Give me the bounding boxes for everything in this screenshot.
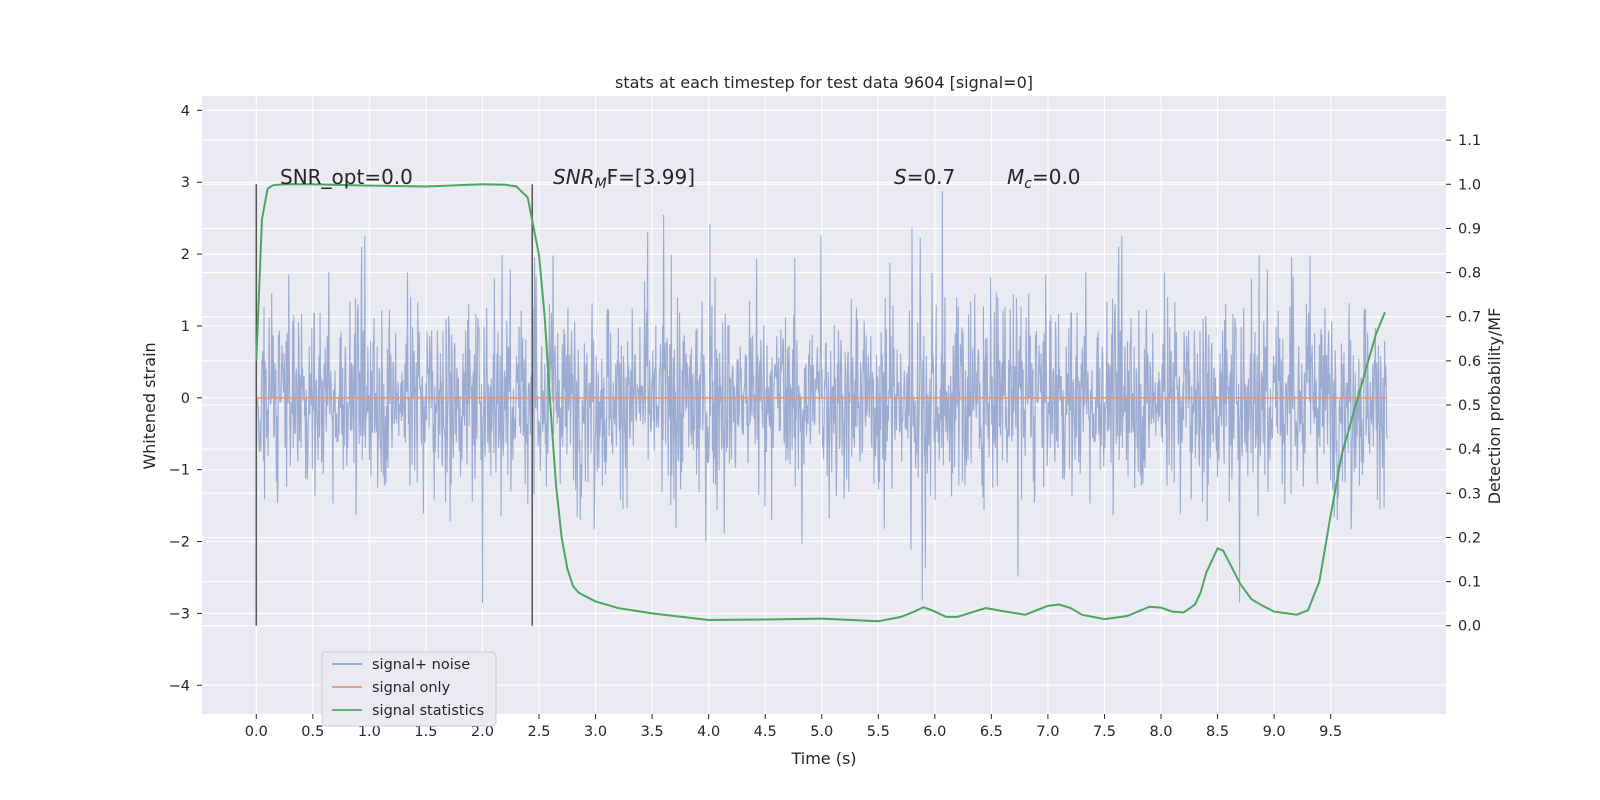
y-tick-label: 1 <box>181 319 190 335</box>
y2-tick-label: 0.9 <box>1458 221 1481 237</box>
x-tick-label: 8.5 <box>1206 724 1229 740</box>
annotation-snr-opt: SNR_opt=0.0 <box>280 165 413 189</box>
chart-title: stats at each timestep for test data 960… <box>615 73 1033 92</box>
x-tick-label: 7.5 <box>1093 724 1116 740</box>
x-axis-ticks: 0.0 0.5 1.0 1.5 2.0 2.5 3.0 3.5 4.0 4.5 5.0 5.5 6.0 6… <box>245 714 1342 740</box>
y2-axis-label: Detection probability/MF <box>1485 308 1504 505</box>
y-tick-label: −4 <box>169 678 190 694</box>
x-tick-label: 1.5 <box>414 724 437 740</box>
x-tick-label: 9.0 <box>1263 724 1286 740</box>
y2-tick-label: 0.3 <box>1458 486 1481 502</box>
x-tick-label: 5.5 <box>867 724 890 740</box>
x-tick-label: 0.0 <box>245 724 268 740</box>
x-axis-label: Time (s) <box>790 749 856 768</box>
y-tick-label: 4 <box>181 103 190 119</box>
y2-tick-label: 0.1 <box>1458 575 1481 591</box>
y2-tick-label: 0.7 <box>1458 310 1481 326</box>
signal-noise-trace <box>255 191 1388 604</box>
annotation-s-rest: =0.7 <box>907 165 956 189</box>
annotation-mc: Mc=0.0 <box>1007 165 1081 192</box>
y2-tick-label: 0.0 <box>1458 619 1481 635</box>
x-tick-label: 2.0 <box>471 724 494 740</box>
y2-tick-label: 0.4 <box>1458 442 1481 458</box>
x-tick-label: 7.0 <box>1036 724 1059 740</box>
legend-label-signal-only: signal only <box>372 680 451 696</box>
x-tick-label: 6.0 <box>923 724 946 740</box>
x-tick-label: 6.5 <box>980 724 1003 740</box>
annotation-mc-rest: =0.0 <box>1032 165 1081 189</box>
x-tick-label: 3.5 <box>641 724 664 740</box>
annotation-snr-mf-main: SNR <box>553 165 595 189</box>
y-axis-label: Whitened strain <box>140 342 159 469</box>
y2-tick-label: 0.2 <box>1458 530 1481 546</box>
x-tick-label: 8.0 <box>1149 724 1172 740</box>
y-tick-label: 3 <box>181 175 190 191</box>
y2-tick-label: 1.1 <box>1458 133 1481 149</box>
annotation-snr-mf: SNRMF=[3.99] <box>553 165 695 192</box>
annotation-mc-sub: c <box>1024 176 1032 192</box>
x-tick-label: 9.5 <box>1319 724 1342 740</box>
x-tick-label: 5.0 <box>810 724 833 740</box>
legend-box <box>321 651 497 727</box>
x-tick-label: 4.0 <box>697 724 720 740</box>
x-tick-label: 0.5 <box>301 724 324 740</box>
y-tick-label: −1 <box>169 463 190 479</box>
annotation-snr-mf-sub: M <box>595 176 607 192</box>
annotation-snr-mf-rest: F=[3.99] <box>607 165 695 189</box>
y-tick-label: −2 <box>169 535 190 551</box>
x-tick-label: 2.5 <box>527 724 550 740</box>
x-tick-label: 1.0 <box>358 724 381 740</box>
signal-statistics-line <box>255 183 1386 623</box>
y-tick-label: −3 <box>169 606 190 622</box>
y-tick-label: 2 <box>181 247 190 263</box>
y2-tick-label: 0.6 <box>1458 354 1481 370</box>
x-tick-label: 3.0 <box>584 724 607 740</box>
legend-label-signal-noise: signal+ noise <box>372 657 470 673</box>
signal-noise-series <box>255 191 1388 604</box>
y-tick-label: 0 <box>181 391 190 407</box>
annotation-s: S=0.7 <box>894 165 955 189</box>
annotation-s-main: S <box>894 165 907 189</box>
y2-axis-ticks: 0.0 0.1 0.2 0.3 0.4 0.5 0.6 0.7 0.8 0.9 1.0 1.1 <box>1446 133 1481 635</box>
x-tick-label: 4.5 <box>754 724 777 740</box>
annotation-mc-main: M <box>1007 165 1024 189</box>
y2-tick-label: 0.8 <box>1458 266 1481 282</box>
legend-label-signal-statistics: signal statistics <box>372 703 484 719</box>
y2-tick-label: 1.0 <box>1458 177 1481 193</box>
legend: signal+ noise signal only signal statist… <box>321 651 497 727</box>
y2-tick-label: 0.5 <box>1458 398 1481 414</box>
y-axis-ticks: 4 3 2 1 0 −1 −2 −3 −4 <box>169 103 202 694</box>
